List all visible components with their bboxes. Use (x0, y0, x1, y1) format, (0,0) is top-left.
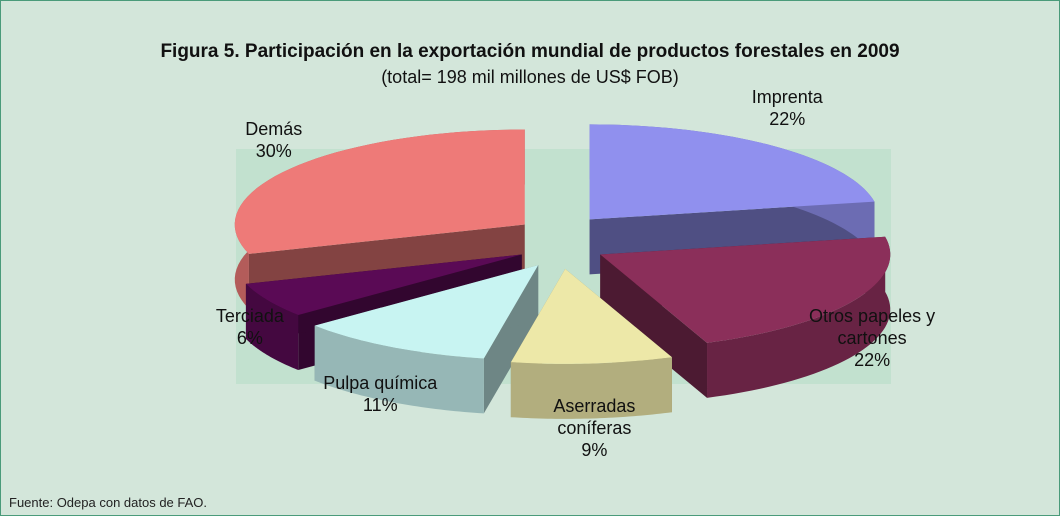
slice-top (589, 124, 875, 220)
category-label: Otros papeles y cartones (809, 306, 936, 349)
slice-top (234, 129, 525, 254)
slice (314, 265, 539, 414)
slice (510, 268, 672, 419)
value-label: 30% (255, 141, 292, 162)
chart-title: Figura 5. Participación en la exportació… (160, 41, 900, 62)
source-note: Fuente: Odepa con datos de FAO. (9, 495, 208, 510)
slice-wall (314, 325, 484, 414)
slice-top (600, 236, 891, 343)
category-label: Pulpa química (323, 372, 438, 393)
slice-top (314, 265, 539, 359)
category-label: Aserradas coníferas (553, 396, 636, 439)
slice-label: Otros papeles y cartones 22% (797, 305, 947, 371)
slice-label: Pulpa química 11% (305, 372, 455, 416)
slice-wall (245, 283, 299, 371)
slice-side (600, 254, 708, 398)
chart-subtitle: (total= 198 mil millones de US$ FOB) (381, 67, 679, 87)
slice (600, 236, 891, 398)
value-label: 11% (362, 394, 398, 415)
value-label: 6% (236, 328, 263, 349)
slice-top (510, 268, 672, 364)
slice-label: Terciada 6% (175, 305, 325, 349)
category-label: Demás (245, 119, 303, 140)
category-label: Imprenta (751, 87, 823, 108)
slice-wall (510, 357, 672, 419)
slice-side (245, 254, 522, 339)
slice-wall (707, 236, 891, 398)
value-label: 22% (854, 350, 891, 371)
slice-label: Imprenta 22% (712, 86, 862, 130)
value-label: 9% (581, 440, 608, 461)
slice-label: Demás 30% (199, 118, 349, 162)
category-label: Terciada (215, 306, 284, 327)
slice-top (245, 254, 522, 316)
slice-label: Aserradas coníferas 9% (519, 395, 669, 461)
value-label: 22% (769, 109, 806, 130)
